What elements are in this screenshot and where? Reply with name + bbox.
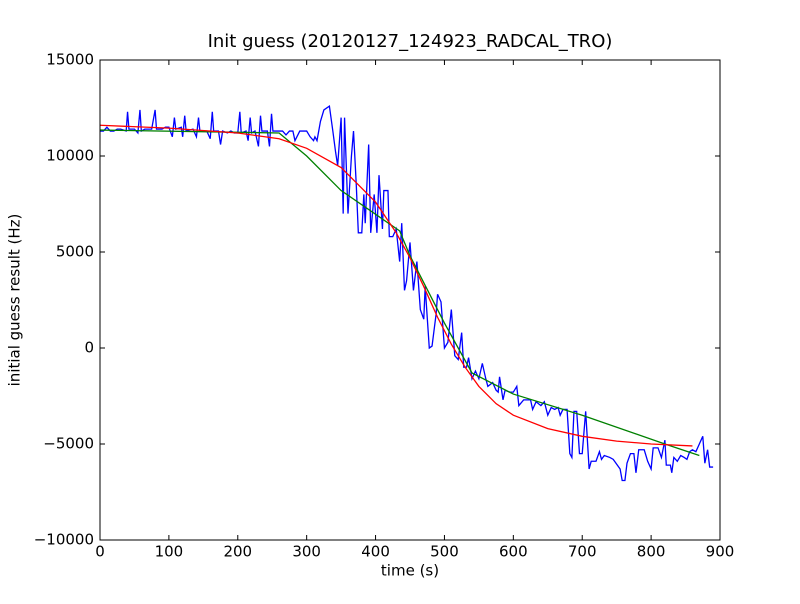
x-tick-label: 800 (637, 543, 666, 561)
x-tick-label: 100 (155, 543, 184, 561)
y-tick-label: −5000 (43, 435, 94, 453)
x-tick-label: 900 (706, 543, 735, 561)
y-tick-label: −10000 (34, 531, 94, 549)
x-tick-label: 0 (95, 543, 105, 561)
data-line (99, 124, 693, 447)
plot-frame (99, 59, 721, 541)
x-tick-label: 300 (292, 543, 321, 561)
x-tick-label: 500 (430, 543, 459, 561)
x-tick-label: 200 (223, 543, 252, 561)
chart-title: Init guess (20120127_124923_RADCAL_TRO) (208, 31, 613, 52)
data-line (99, 129, 700, 457)
y-tick-label: 10000 (46, 147, 94, 165)
y-tick-label: 15000 (46, 51, 94, 69)
x-tick-label: 700 (568, 543, 597, 561)
x-axis-label: time (s) (381, 562, 439, 580)
y-axis-label: initial guess result (Hz) (6, 214, 24, 387)
y-tick-label: 5000 (56, 243, 94, 261)
x-tick-label: 600 (499, 543, 528, 561)
x-tick-label: 400 (361, 543, 390, 561)
y-tick-label: 0 (84, 339, 94, 357)
